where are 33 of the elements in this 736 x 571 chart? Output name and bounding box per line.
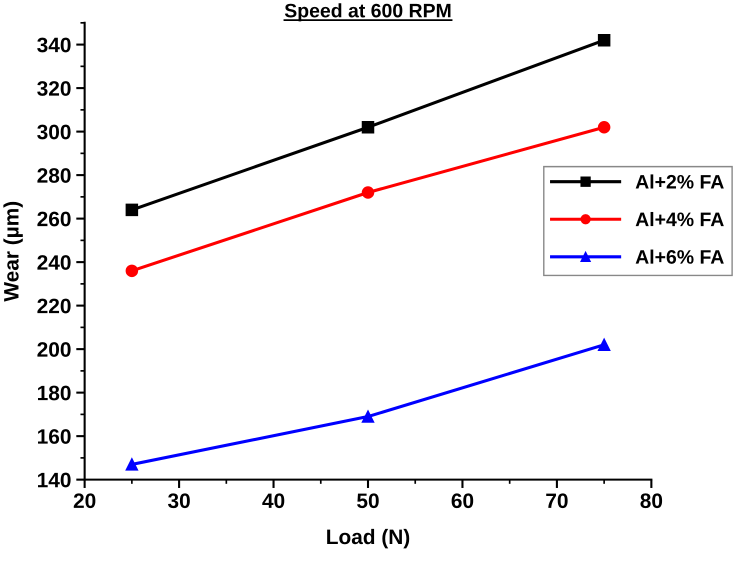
point	[598, 34, 610, 46]
y-tick-label: 200	[37, 342, 71, 357]
point	[598, 121, 610, 134]
y-tick-label: 220	[37, 298, 71, 314]
x-tick-label: 20	[74, 493, 96, 508]
y-tick-label: 140	[38, 472, 71, 488]
point	[126, 264, 138, 278]
y-tick-label: 160	[38, 429, 71, 444]
y-tick-label: 240	[37, 255, 71, 270]
x-tick-label: 50	[357, 493, 379, 508]
legend-label: Al+6% FA	[636, 250, 724, 264]
point	[362, 186, 374, 199]
x-tick-label: 70	[546, 493, 568, 508]
point	[362, 410, 374, 423]
x-tick-label: 80	[640, 493, 662, 508]
chart-title: Speed at 600 RPM	[284, 3, 450, 22]
x-tick-label: 40	[262, 493, 284, 508]
x-axis-title: Load (N)	[327, 528, 410, 548]
y-tick-label: 280	[37, 168, 71, 183]
legend-label: Al+4% FA	[636, 212, 724, 226]
y-tick-label: 180	[38, 386, 71, 400]
y-axis-title: Wear (µm)	[3, 202, 23, 302]
y-tick-label: 300	[37, 124, 71, 140]
legend-label: Al+2% FA	[636, 174, 724, 189]
y-tick-label: 320	[37, 81, 71, 96]
y-tick-label: 260	[37, 212, 71, 226]
point	[126, 458, 138, 471]
point	[598, 338, 610, 352]
x-tick-label: 30	[168, 493, 190, 508]
x-tick-label: 60	[452, 493, 474, 508]
point	[126, 204, 138, 216]
y-tick-label: 340	[37, 38, 71, 52]
point	[362, 121, 374, 134]
